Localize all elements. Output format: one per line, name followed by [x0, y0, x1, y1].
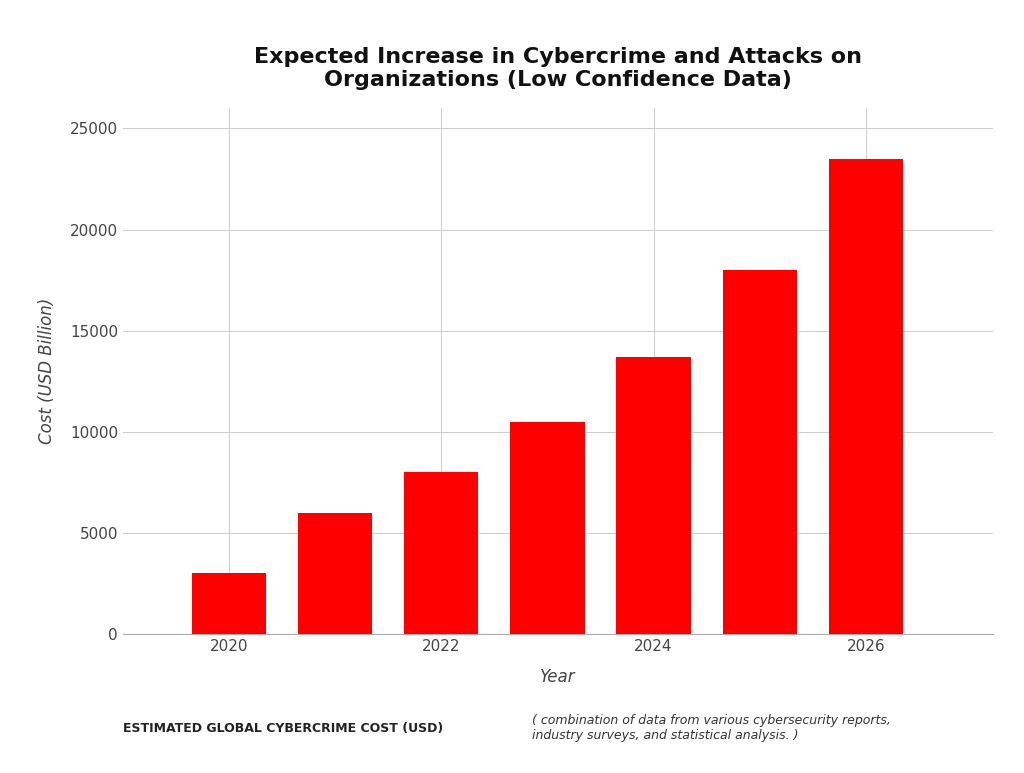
Bar	[191, 574, 266, 634]
Title: Expected Increase in Cybercrime and Attacks on
Organizations (Low Confidence Dat: Expected Increase in Cybercrime and Atta…	[254, 47, 862, 90]
Bar	[510, 421, 585, 634]
X-axis label: Year: Year	[541, 668, 575, 686]
Bar	[828, 158, 903, 634]
Text: ( combination of data from various cybersecurity reports,
industry surveys, and : ( combination of data from various cyber…	[532, 714, 891, 742]
Bar	[404, 472, 478, 634]
Bar	[616, 357, 691, 634]
Bar	[298, 512, 373, 634]
Y-axis label: Cost (USD Billion): Cost (USD Billion)	[38, 298, 56, 444]
Text: ESTIMATED GLOBAL CYBERCRIME COST (USD): ESTIMATED GLOBAL CYBERCRIME COST (USD)	[123, 722, 443, 734]
Bar	[723, 270, 797, 634]
